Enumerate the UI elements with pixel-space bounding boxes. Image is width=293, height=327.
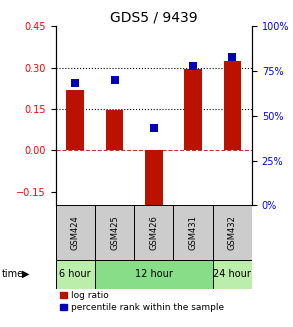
Bar xyxy=(56,260,95,288)
Bar xyxy=(106,110,123,150)
Bar xyxy=(145,150,163,205)
Text: ▶: ▶ xyxy=(22,269,30,279)
Bar xyxy=(134,205,173,260)
Text: GSM424: GSM424 xyxy=(71,215,80,250)
Point xyxy=(112,77,117,82)
Bar xyxy=(213,205,252,260)
Text: time: time xyxy=(1,269,24,279)
Bar xyxy=(224,60,241,150)
Bar xyxy=(173,205,213,260)
Text: 6 hour: 6 hour xyxy=(59,269,91,279)
Point xyxy=(230,54,235,59)
Point xyxy=(151,126,156,131)
Text: 24 hour: 24 hour xyxy=(213,269,251,279)
Text: GSM426: GSM426 xyxy=(149,215,158,250)
Point xyxy=(191,63,195,68)
Legend: log ratio, percentile rank within the sample: log ratio, percentile rank within the sa… xyxy=(60,291,224,312)
Text: GSM431: GSM431 xyxy=(189,215,197,250)
Bar xyxy=(213,260,252,288)
Bar xyxy=(67,90,84,150)
Bar xyxy=(95,205,134,260)
Bar xyxy=(56,205,95,260)
Text: 12 hour: 12 hour xyxy=(135,269,173,279)
Text: GSM425: GSM425 xyxy=(110,215,119,250)
Bar xyxy=(95,260,213,288)
Title: GDS5 / 9439: GDS5 / 9439 xyxy=(110,11,198,25)
Bar xyxy=(184,69,202,150)
Point xyxy=(73,81,78,86)
Text: GSM432: GSM432 xyxy=(228,215,237,250)
